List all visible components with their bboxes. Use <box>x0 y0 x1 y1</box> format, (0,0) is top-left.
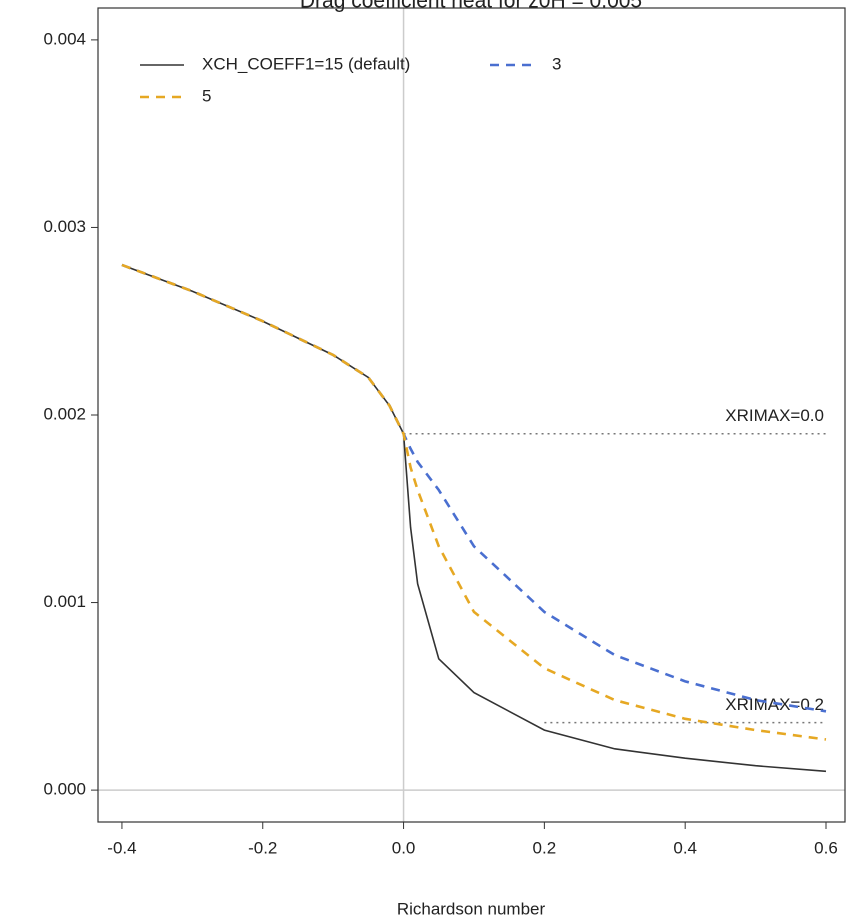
y-tick-label: 0.001 <box>43 592 86 611</box>
annotation: XRIMAX=0.2 <box>725 695 824 714</box>
x-tick-label: -0.4 <box>107 838 136 857</box>
x-tick-label: 0.2 <box>533 838 557 857</box>
x-axis-label: Richardson number <box>397 899 546 918</box>
series-line <box>121 264 827 773</box>
x-tick-label: 0.6 <box>814 838 838 857</box>
legend-label: XCH_COEFF1=15 (default) <box>202 54 410 73</box>
chart-title: Drag coefficient heat for z0H = 0.005 <box>300 0 642 13</box>
x-tick-label: -0.2 <box>248 838 277 857</box>
series-line <box>121 263 827 713</box>
legend-label: 3 <box>552 54 561 73</box>
y-tick-label: 0.000 <box>43 780 86 799</box>
y-tick-label: 0.004 <box>43 29 86 48</box>
y-tick-label: 0.003 <box>43 217 86 236</box>
y-tick-label: 0.002 <box>43 404 86 423</box>
annotation: XRIMAX=0.0 <box>725 406 824 425</box>
series-line <box>121 263 827 741</box>
x-tick-label: 0.0 <box>392 838 416 857</box>
legend-label: 5 <box>202 86 211 105</box>
x-tick-label: 0.4 <box>673 838 697 857</box>
